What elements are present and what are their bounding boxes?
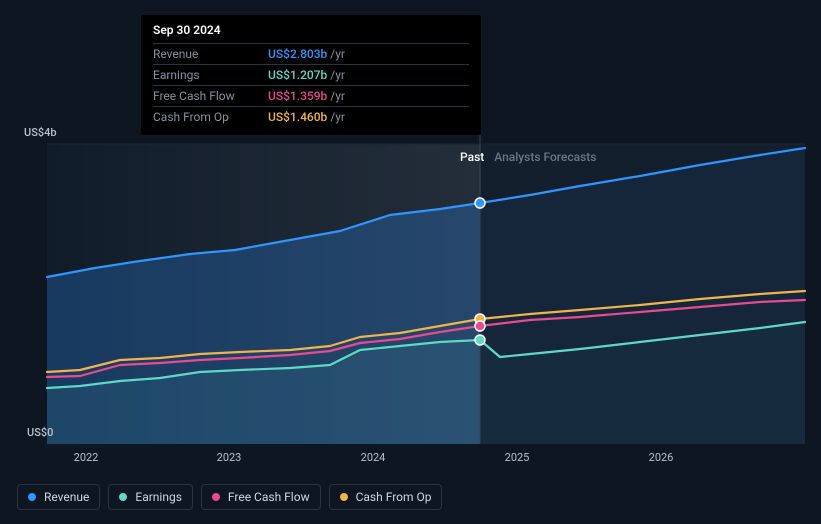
past-label: Past [460,150,484,164]
tooltip-row: Revenue US$2.803b /yr [153,43,469,64]
legend-dot [212,493,220,501]
legend-item-fcf[interactable]: Free Cash Flow [201,484,321,510]
legend-label: Free Cash Flow [228,490,310,504]
tooltip-value: US$1.359b [268,89,327,103]
tooltip-value: US$2.803b [268,47,327,61]
tooltip-unit: /yr [330,68,345,82]
legend-item-revenue[interactable]: Revenue [17,484,100,510]
tooltip-unit: /yr [330,47,345,61]
legend-dot [119,493,127,501]
y-axis-label-top: US$4b [24,126,57,139]
tooltip-row: Cash From Op US$1.460b /yr [153,106,469,127]
chart-tooltip: Sep 30 2024 Revenue US$2.803b /yr Earnin… [141,15,481,135]
tooltip-value: US$1.207b [268,68,327,82]
y-axis-label-bottom: US$0 [27,426,53,439]
forecast-label: Analysts Forecasts [494,150,596,164]
legend-label: Earnings [135,490,182,504]
tooltip-label: Cash From Op [153,110,268,124]
x-axis-label: 2025 [505,451,530,464]
x-axis-label: 2026 [649,451,674,464]
tooltip-unit: /yr [330,110,345,124]
legend-label: Revenue [44,490,89,504]
tooltip-unit: /yr [330,89,345,103]
x-axis-label: 2022 [74,451,99,464]
tooltip-label: Free Cash Flow [153,89,268,103]
legend-item-earnings[interactable]: Earnings [108,484,193,510]
tooltip-row: Free Cash Flow US$1.359b /yr [153,85,469,106]
legend-dot [340,493,348,501]
legend-item-cfo[interactable]: Cash From Op [329,484,443,510]
x-axis-label: 2023 [217,451,242,464]
tooltip-value: US$1.460b [268,110,327,124]
chart-legend: Revenue Earnings Free Cash Flow Cash Fro… [17,484,442,510]
past-forecast-labels: Past Analysts Forecasts [460,150,596,164]
tooltip-label: Revenue [153,47,268,61]
x-axis-label: 2024 [361,451,386,464]
legend-dot [28,493,36,501]
tooltip-row: Earnings US$1.207b /yr [153,64,469,85]
tooltip-label: Earnings [153,68,268,82]
tooltip-date: Sep 30 2024 [153,23,469,43]
legend-label: Cash From Op [356,490,432,504]
